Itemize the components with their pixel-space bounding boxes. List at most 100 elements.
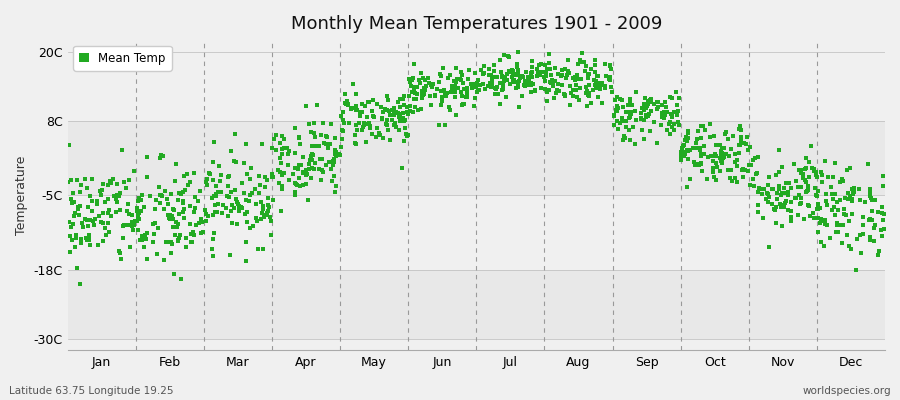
- Point: [837, 211, 851, 217]
- Point: [498, 74, 512, 80]
- Point: [843, 165, 858, 171]
- Point: [804, 142, 818, 149]
- Point: [455, 100, 470, 107]
- Point: [219, 204, 233, 211]
- Point: [455, 93, 470, 99]
- Point: [470, 80, 484, 86]
- Point: [845, 186, 859, 192]
- Point: [561, 68, 575, 75]
- Point: [410, 84, 424, 90]
- Point: [582, 93, 597, 99]
- Point: [254, 216, 268, 222]
- Point: [793, 201, 807, 208]
- Point: [794, 200, 808, 206]
- Point: [330, 151, 345, 158]
- Point: [588, 57, 602, 63]
- Point: [265, 171, 279, 177]
- Point: [369, 134, 383, 140]
- Point: [306, 152, 320, 158]
- Point: [153, 200, 167, 206]
- Point: [185, 229, 200, 235]
- Point: [97, 225, 112, 231]
- Point: [636, 101, 651, 108]
- Point: [681, 130, 696, 136]
- Point: [594, 82, 608, 88]
- Point: [651, 99, 665, 105]
- Point: [621, 102, 635, 108]
- Point: [403, 83, 418, 90]
- Point: [496, 80, 510, 87]
- Point: [221, 173, 236, 180]
- Point: [170, 221, 184, 228]
- Point: [677, 152, 691, 159]
- Point: [432, 79, 446, 85]
- Point: [362, 99, 376, 105]
- Point: [264, 217, 278, 224]
- Point: [663, 94, 678, 101]
- Point: [130, 214, 145, 221]
- Point: [826, 196, 841, 202]
- Point: [412, 80, 427, 87]
- Point: [220, 183, 235, 189]
- Point: [622, 114, 636, 121]
- Point: [609, 94, 624, 100]
- Point: [382, 137, 397, 144]
- Point: [842, 242, 857, 249]
- Point: [471, 77, 485, 83]
- Point: [454, 89, 469, 96]
- Point: [416, 75, 430, 81]
- Point: [206, 252, 220, 259]
- Point: [811, 200, 825, 207]
- Point: [590, 73, 605, 79]
- Point: [530, 69, 544, 75]
- Point: [253, 182, 267, 188]
- Point: [186, 209, 201, 215]
- Point: [260, 177, 274, 183]
- Point: [265, 174, 279, 180]
- Point: [464, 85, 479, 91]
- Point: [147, 231, 161, 238]
- Point: [862, 192, 877, 199]
- Point: [774, 192, 788, 198]
- Point: [150, 251, 165, 257]
- Point: [638, 94, 652, 101]
- Point: [557, 93, 572, 100]
- Point: [680, 156, 695, 162]
- Point: [644, 108, 658, 114]
- Point: [137, 204, 151, 210]
- Point: [619, 108, 634, 115]
- Point: [535, 68, 549, 75]
- Point: [293, 183, 308, 190]
- Point: [166, 213, 180, 219]
- Point: [328, 134, 342, 141]
- Point: [406, 86, 420, 92]
- Point: [862, 189, 877, 196]
- Point: [770, 196, 784, 202]
- Point: [833, 179, 848, 186]
- Point: [130, 208, 145, 214]
- Point: [405, 89, 419, 96]
- Point: [435, 97, 449, 104]
- Point: [502, 68, 517, 74]
- Point: [856, 222, 870, 228]
- Point: [719, 129, 733, 135]
- Point: [862, 216, 877, 223]
- Point: [647, 119, 662, 125]
- Point: [756, 214, 770, 221]
- Point: [406, 75, 420, 81]
- Point: [416, 92, 430, 98]
- Point: [184, 231, 198, 238]
- Point: [445, 83, 459, 89]
- Point: [570, 94, 584, 100]
- Point: [96, 220, 111, 226]
- Point: [670, 112, 684, 118]
- Point: [97, 198, 112, 205]
- Point: [715, 150, 729, 156]
- Point: [526, 81, 541, 87]
- Point: [90, 200, 104, 207]
- Point: [578, 68, 592, 74]
- Point: [788, 194, 802, 201]
- Point: [845, 196, 859, 202]
- Bar: [68, 195, 885, 270]
- Point: [598, 72, 613, 79]
